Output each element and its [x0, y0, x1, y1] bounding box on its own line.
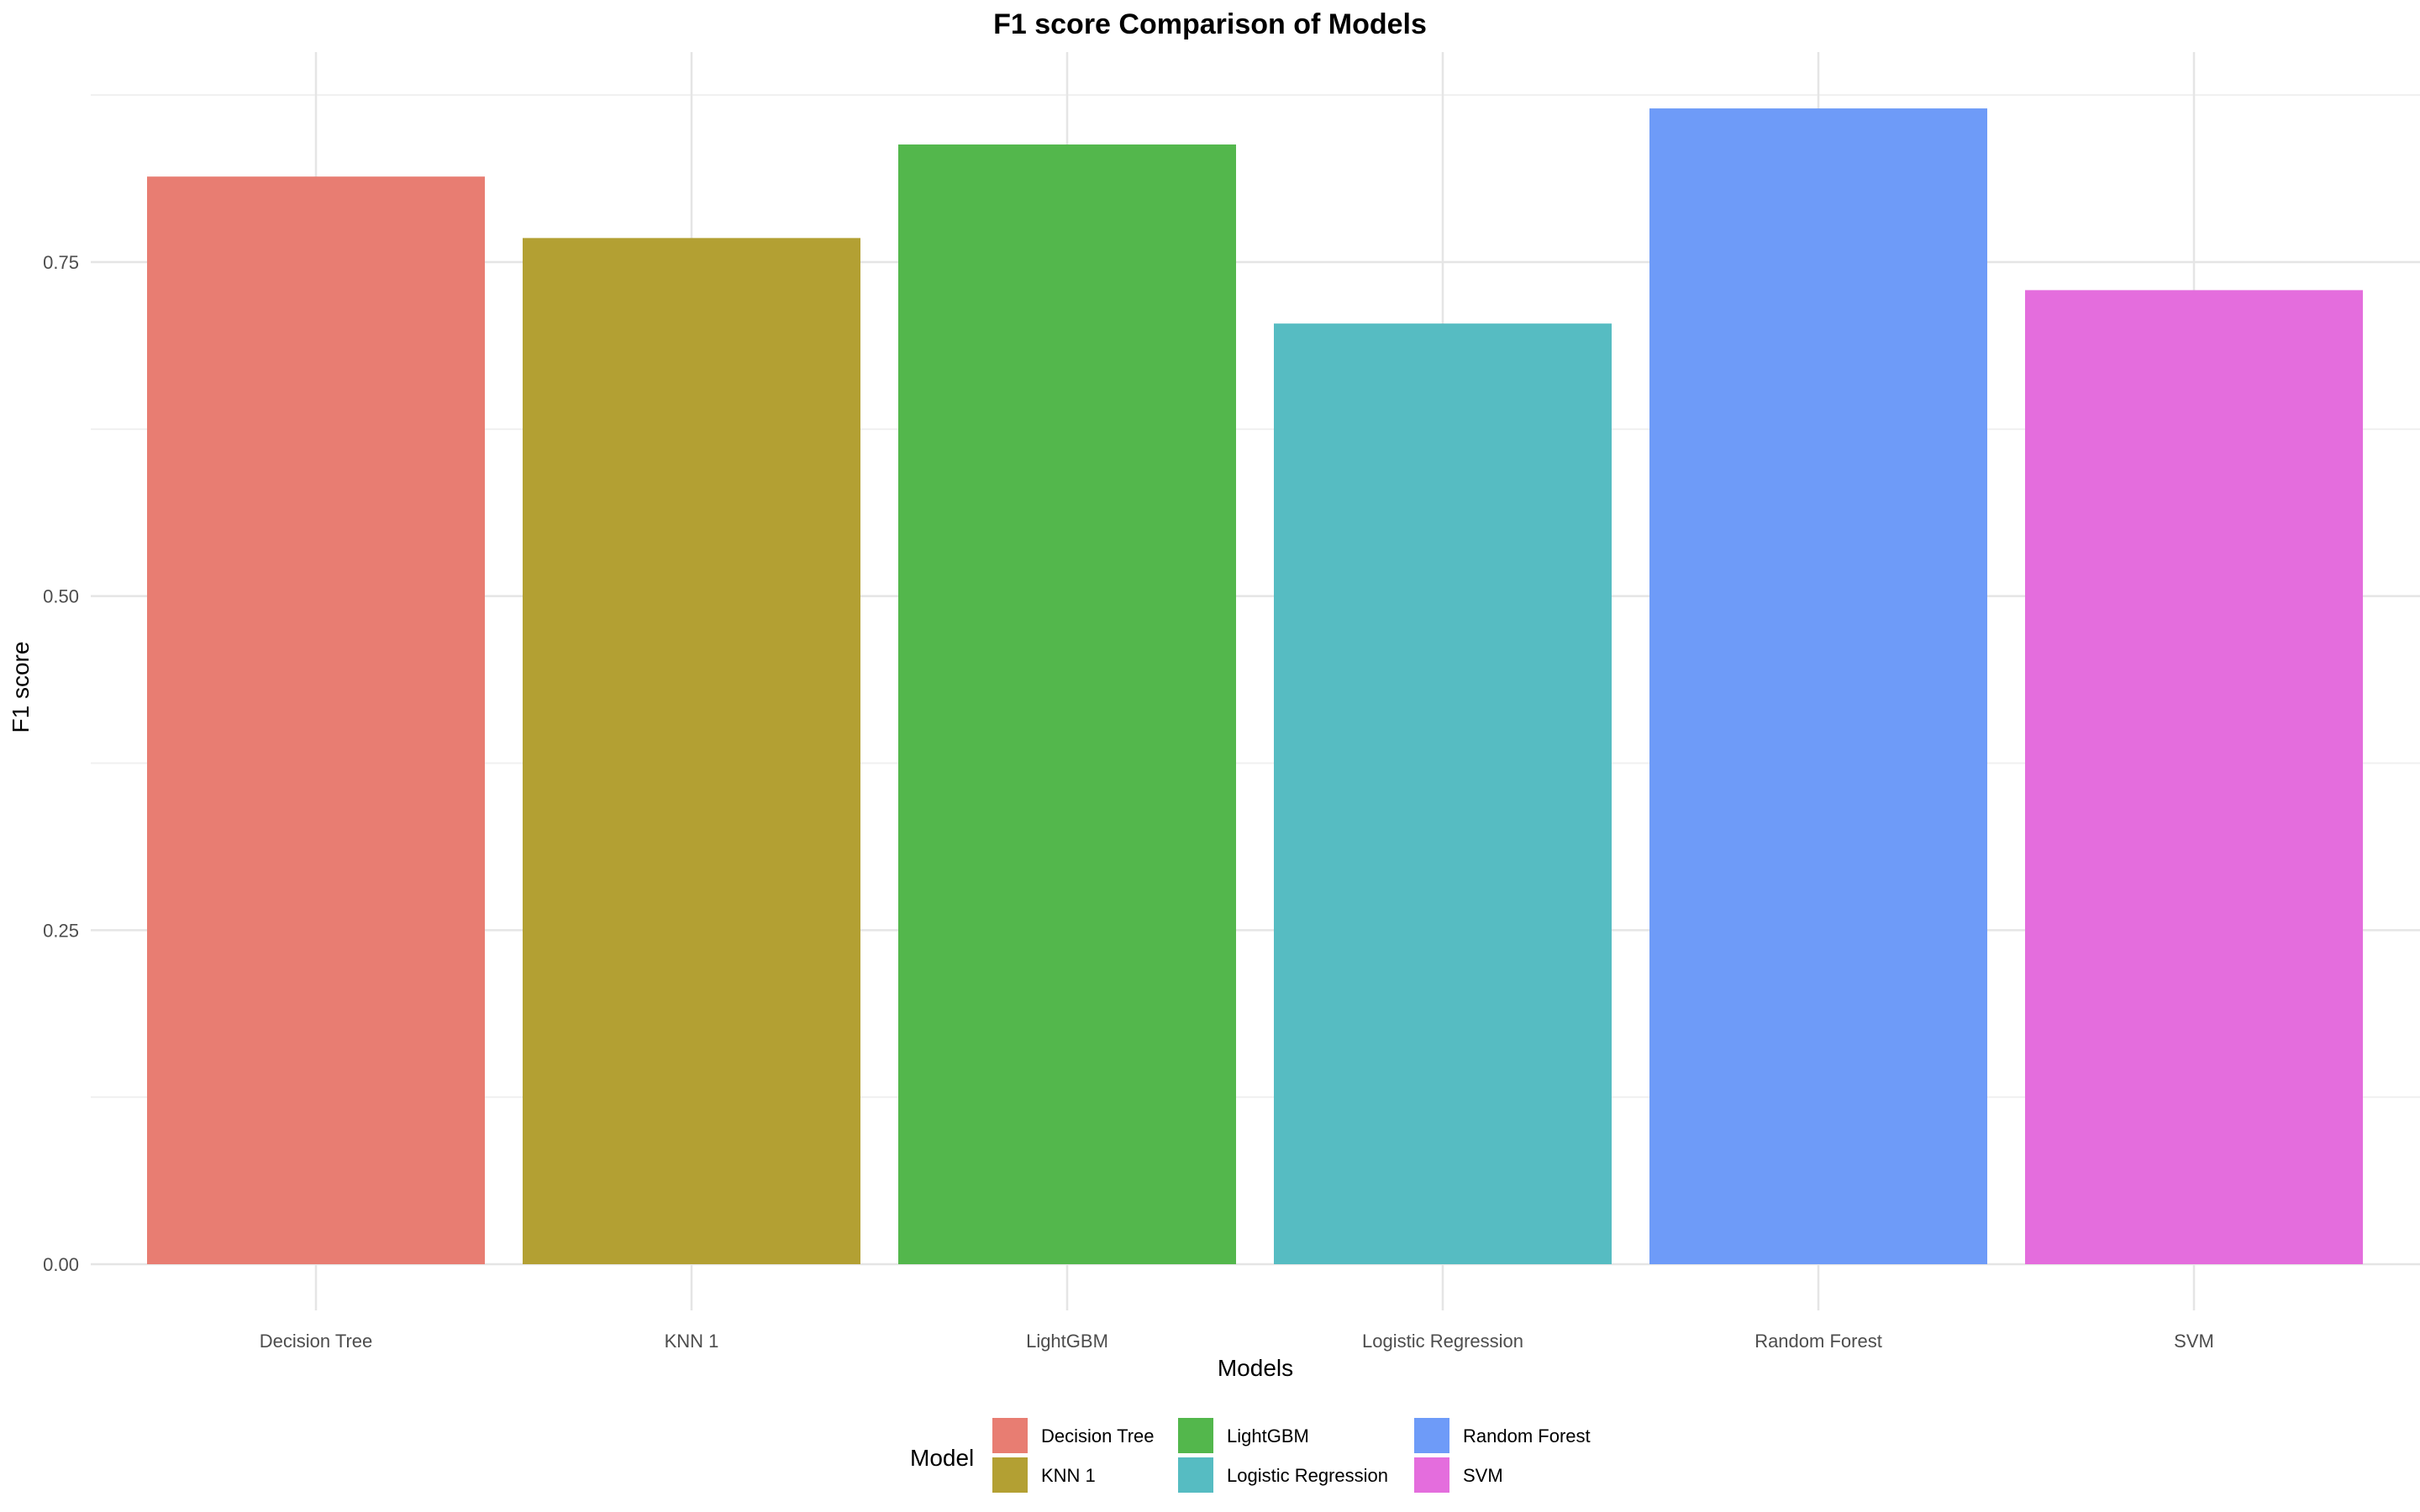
x-tick-label: LightGBM	[1026, 1331, 1108, 1352]
y-axis-title: F1 score	[8, 642, 34, 733]
x-tick-label: Logistic Regression	[1362, 1331, 1523, 1352]
bar-logistic-regression	[1274, 323, 1612, 1264]
bar-lightgbm	[898, 144, 1236, 1264]
legend-swatch	[992, 1457, 1028, 1493]
bar-knn-1	[523, 238, 860, 1264]
legend-label: Decision Tree	[1041, 1425, 1155, 1446]
legend-swatch	[992, 1418, 1028, 1453]
bars	[147, 108, 2363, 1265]
legend-swatch	[1414, 1418, 1449, 1453]
legend-item: SVM	[1414, 1457, 1503, 1493]
y-tick-label: 0.50	[43, 586, 79, 607]
legend-item: LightGBM	[1178, 1418, 1309, 1453]
x-axis-title: Models	[1218, 1355, 1293, 1381]
legend-swatch	[1178, 1457, 1213, 1493]
y-axis-ticks: 0.00 0.25 0.50 0.75	[43, 252, 79, 1275]
legend-label: SVM	[1463, 1465, 1503, 1486]
legend-label: LightGBM	[1227, 1425, 1309, 1446]
legend-title: Model	[910, 1445, 974, 1471]
legend-swatch	[1178, 1418, 1213, 1453]
legend-label: Logistic Regression	[1227, 1465, 1388, 1486]
x-tick-label: SVM	[2174, 1331, 2214, 1352]
bar-svm	[2025, 290, 2363, 1264]
y-tick-label: 0.75	[43, 252, 79, 273]
chart-title: F1 score Comparison of Models	[993, 8, 1427, 40]
y-tick-label: 0.25	[43, 920, 79, 941]
legend-label: KNN 1	[1041, 1465, 1096, 1486]
x-axis-ticks: Decision Tree KNN 1 LightGBM Logistic Regre…	[260, 1331, 2214, 1352]
legend-items: Decision Tree KNN 1 LightGBM Logistic Regre…	[992, 1418, 1591, 1493]
y-tick-label: 0.00	[43, 1254, 79, 1275]
x-tick-label: KNN 1	[665, 1331, 719, 1352]
legend: Model Decision Tree KNN 1 LightGBM Logistic…	[910, 1418, 1591, 1493]
bar-random-forest	[1649, 108, 1987, 1264]
legend-item: Decision Tree	[992, 1418, 1155, 1453]
legend-item: Logistic Regression	[1178, 1457, 1388, 1493]
x-tick-label: Random Forest	[1754, 1331, 1882, 1352]
legend-item: Random Forest	[1414, 1418, 1591, 1453]
legend-swatch	[1414, 1457, 1449, 1493]
bar-decision-tree	[147, 176, 485, 1265]
x-tick-label: Decision Tree	[260, 1331, 373, 1352]
legend-label: Random Forest	[1463, 1425, 1591, 1446]
legend-item: KNN 1	[992, 1457, 1096, 1493]
